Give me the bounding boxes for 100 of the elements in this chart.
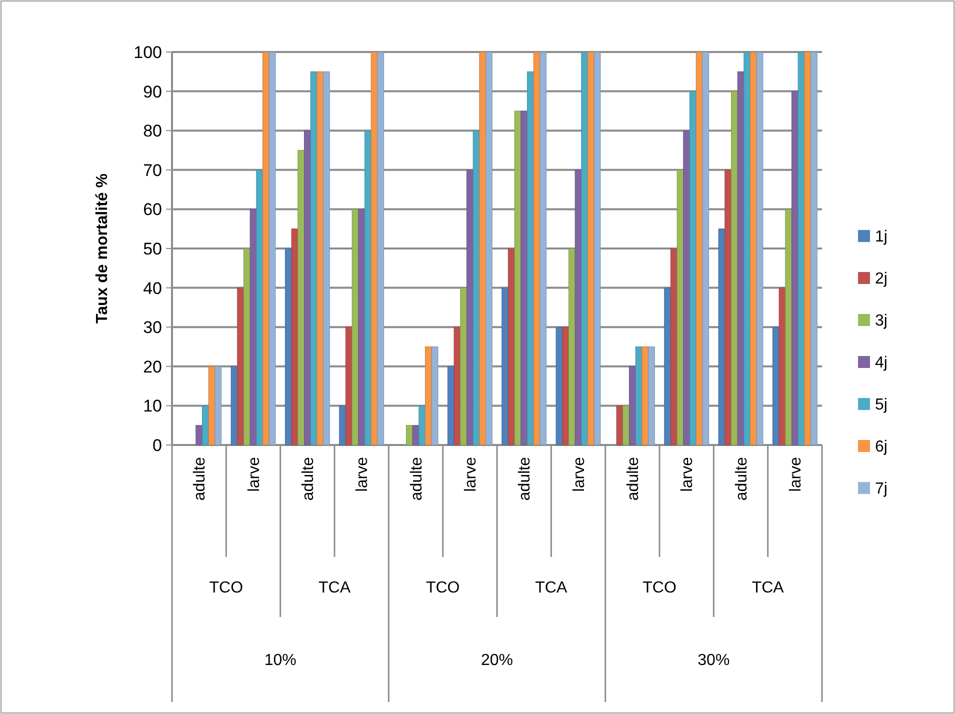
bar [594, 52, 601, 446]
bar [298, 150, 304, 446]
x-tick-label: larve [679, 456, 696, 492]
legend-label: 6j [875, 438, 888, 456]
bar [648, 346, 655, 446]
bar [756, 52, 764, 446]
text: TCA [535, 580, 568, 597]
y-tick-label: 30 [143, 318, 162, 338]
x-tick-label: adulte [733, 456, 750, 501]
bar [486, 52, 492, 446]
x-tick-label: adulte [192, 456, 209, 501]
x-tick-label: larve [462, 456, 480, 492]
bar [243, 248, 250, 446]
bar [562, 326, 569, 446]
bar [425, 346, 432, 446]
legend-label: 2j [875, 270, 888, 288]
bar [568, 248, 576, 446]
bar [520, 110, 528, 446]
y-axis-title: Taux de mortalité % [94, 174, 111, 324]
bar [466, 170, 474, 446]
y-tick-label: 60 [143, 200, 162, 220]
bar [718, 228, 726, 446]
bar [730, 91, 738, 446]
x-tick-label: adulte [408, 456, 426, 501]
bar [202, 405, 209, 446]
bar [724, 170, 732, 446]
bar [230, 366, 238, 446]
bar [377, 52, 384, 446]
bar [690, 91, 696, 446]
x-tick-label: larve [788, 456, 805, 492]
bar [196, 425, 203, 446]
bar [744, 52, 751, 446]
bar [556, 326, 563, 446]
bar [406, 425, 413, 446]
bar [642, 346, 649, 446]
bar [628, 366, 636, 446]
y-tick-label: 70 [143, 160, 162, 180]
bar [514, 110, 522, 446]
bar [588, 52, 594, 446]
x-tick-label: adulte [625, 456, 642, 501]
bar [323, 71, 330, 446]
x-tick-label: larve [570, 456, 588, 492]
y-tick-label: 40 [143, 278, 162, 298]
bar [352, 208, 359, 446]
bar [664, 288, 671, 446]
text: TCO [426, 580, 460, 597]
bar [810, 52, 818, 446]
bar [418, 405, 426, 446]
text: TCA [318, 580, 351, 597]
x-tick-label: larve [354, 456, 372, 492]
legend-label: 4j [875, 354, 888, 372]
bar [316, 71, 324, 446]
bar [778, 288, 786, 446]
text: 30% [698, 652, 730, 670]
bar [683, 130, 690, 446]
bar [214, 366, 222, 446]
bar [460, 288, 467, 446]
bar [791, 91, 798, 446]
bar [256, 170, 264, 446]
bar [339, 405, 346, 446]
text: 20% [480, 652, 514, 670]
text: TCO [209, 580, 244, 597]
legend-label: 3j [875, 312, 888, 330]
bar [540, 52, 547, 446]
y-tick-label: 50 [143, 239, 162, 258]
bar [268, 52, 276, 446]
y-tick-label: 10 [143, 396, 162, 416]
bar [262, 52, 270, 446]
legend-label: 5j [875, 396, 888, 414]
bar [581, 52, 588, 446]
bar [622, 405, 630, 446]
bar [702, 52, 710, 446]
bar [237, 288, 244, 446]
y-tick-label: 90 [143, 82, 162, 102]
bar [364, 130, 372, 446]
bar [676, 170, 684, 446]
y-tick-label: 100 [134, 42, 162, 62]
x-tick-label: adulte [300, 456, 318, 501]
bar [454, 326, 461, 446]
legend-label: 1j [875, 228, 888, 246]
legend-label: 7j [875, 480, 888, 498]
bar [479, 52, 486, 446]
x-tick-label: adulte [516, 456, 534, 501]
bar [358, 208, 366, 446]
bar [804, 52, 812, 446]
bar [304, 130, 311, 446]
bar [431, 346, 438, 446]
bar [502, 288, 508, 446]
y-tick-label: 80 [143, 122, 162, 141]
bar [785, 208, 792, 446]
bar [616, 405, 624, 446]
y-tick-label: 20 [143, 357, 162, 376]
bar [527, 71, 534, 446]
text: 10% [264, 652, 296, 670]
bar [291, 228, 298, 446]
x-tick-label: larve [246, 456, 263, 492]
y-tick-label: 0 [152, 436, 162, 455]
bar [750, 52, 757, 446]
text: TCA [752, 580, 784, 597]
text: TCO [642, 580, 676, 597]
